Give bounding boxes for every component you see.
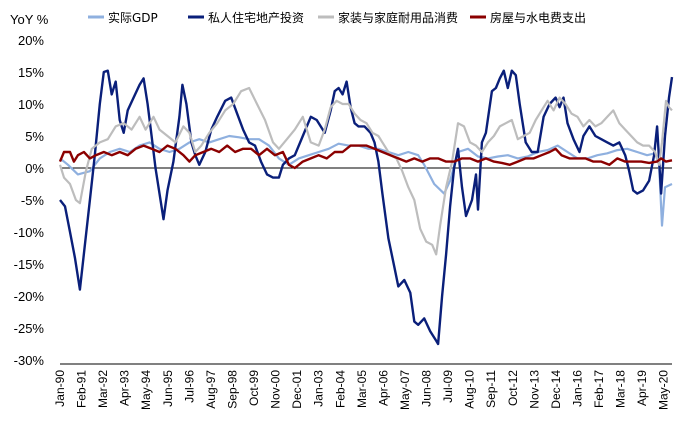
legend-label-3: 家装与家庭耐用品消费 (338, 10, 458, 25)
y-tick-label: 0% (25, 161, 44, 176)
x-tick-label: Mar-05 (355, 370, 369, 408)
x-tick-label: Jan-03 (312, 370, 326, 407)
x-tick-label: Jan-16 (570, 370, 584, 407)
x-tick-label: Oct-12 (506, 370, 520, 406)
x-tick-label: Apr-06 (376, 370, 390, 406)
x-axis: Jan-90 Feb-91 Mar-92 Apr-93 May-94 Jun-95 Jul-… (53, 363, 672, 410)
x-tick-label: Jun-95 (161, 370, 175, 407)
series-line-4 (58, 144, 673, 170)
x-tick-labels: Jan-90 Feb-91 Mar-92 Apr-93 May-94 Jun-95 Jul-… (53, 370, 671, 410)
legend-label-4: 房屋与水电费支出 (490, 10, 586, 25)
y-tick-labels: 20% 15% 10% 5% 0% -5% -10% -15% -20% -25% -30% (14, 33, 45, 368)
y-tick-label: -20% (14, 289, 45, 304)
y-tick-label: 15% (18, 65, 44, 80)
series-line-1 (59, 134, 673, 227)
y-tick-label: -5% (21, 193, 45, 208)
y-tick-label: 20% (18, 33, 44, 48)
x-tick-label: Jan-90 (53, 370, 67, 407)
series-lines (58, 69, 674, 346)
series-line-3 (58, 86, 673, 256)
x-tick-label: Nov-00 (269, 370, 283, 409)
x-tick-label: Jul-09 (441, 370, 455, 403)
y-axis-label: YoY % (10, 12, 49, 27)
y-tick-label: 10% (18, 97, 44, 112)
x-tick-label: Oct-99 (247, 370, 261, 406)
x-tick-label: Feb-91 (75, 370, 89, 408)
x-tick-label: Aug-10 (463, 370, 477, 409)
legend-label-1: 实际GDP (108, 10, 158, 25)
x-tick-label: Jun-08 (420, 370, 434, 407)
x-tick-label: Dec-14 (549, 370, 563, 409)
legend-label-2: 私人住宅地产投资 (208, 10, 304, 25)
y-tick-label: -25% (14, 321, 45, 336)
y-axis: YoY % 20% 15% 10% 5% 0% -5% -10% -15% -20% -25% -3… (10, 12, 49, 368)
x-tick-label: Aug-97 (204, 370, 218, 409)
plot-area (58, 69, 674, 346)
x-tick-label: Apr-19 (635, 370, 649, 406)
x-tick-label: May-07 (398, 370, 412, 410)
y-tick-label: -10% (14, 225, 45, 240)
y-tick-label: 5% (25, 129, 44, 144)
series-line-2 (59, 69, 674, 346)
x-tick-label: Nov-13 (527, 370, 541, 409)
x-tick-label: Dec-01 (290, 370, 304, 409)
x-tick-label: Mar-92 (96, 370, 110, 408)
x-tick-label: Apr-93 (118, 370, 132, 406)
x-tick-label: May-20 (657, 370, 671, 410)
y-tick-label: -15% (14, 257, 45, 272)
x-tick-label: Sep-98 (225, 370, 239, 409)
x-tick-label: Mar-18 (614, 370, 628, 408)
x-tick-label: Feb-17 (592, 370, 606, 408)
x-tick-label: Sep-11 (484, 370, 498, 408)
x-tick-label: Feb-04 (333, 370, 347, 408)
x-tick-label: May-94 (139, 370, 153, 410)
y-tick-label: -30% (14, 353, 45, 368)
legend: 实际GDP 私人住宅地产投资 家装与家庭耐用品消费 房屋与水电费支出 (88, 10, 586, 25)
x-tick-label: Jul-96 (182, 370, 196, 403)
